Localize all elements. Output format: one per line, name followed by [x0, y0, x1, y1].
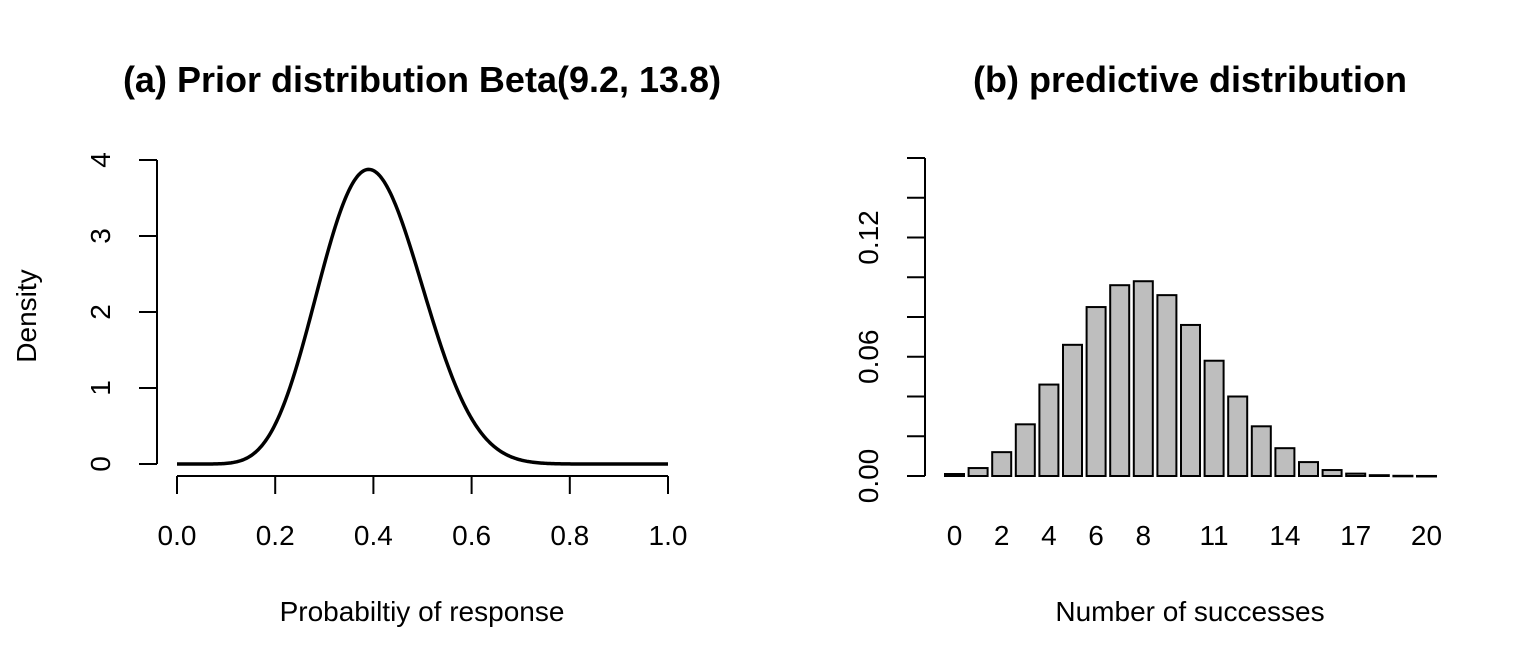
panel-a-xlabel: Probabiltiy of response	[280, 596, 565, 627]
panel-a-title: (a) Prior distribution Beta(9.2, 13.8)	[123, 59, 721, 100]
bar	[967, 467, 989, 477]
bar	[1014, 423, 1036, 478]
panel-a-y-ticks: 0 1 2 3 4	[85, 152, 157, 472]
bar	[1298, 461, 1319, 477]
x-tick-label: 17	[1340, 520, 1371, 551]
y-tick-label: 0.00	[853, 449, 884, 504]
x-tick-label: 0.0	[158, 520, 197, 551]
bar	[991, 451, 1013, 477]
y-tick-label: 3	[85, 228, 116, 244]
y-tick-label: 4	[85, 152, 116, 168]
panel-a-x-ticks: 0.0 0.2 0.4 0.6 0.8 1.0	[158, 476, 688, 551]
x-tick-label: 0.8	[550, 520, 589, 551]
panel-a-ylabel: Density	[11, 269, 42, 362]
bar	[1321, 469, 1343, 478]
bar	[1062, 343, 1083, 477]
y-tick-label: 0	[85, 456, 116, 472]
x-tick-label: 14	[1269, 520, 1300, 551]
panel-b-x-ticks: 0 2 4 6 8 11 14 17 20	[947, 520, 1442, 551]
x-tick-label: 0.2	[256, 520, 295, 551]
bar	[1085, 306, 1107, 477]
density-curve	[177, 167, 668, 466]
x-tick-label: 0	[947, 520, 963, 551]
x-tick-label: 6	[1088, 520, 1104, 551]
bar	[1156, 294, 1178, 478]
panel-b-bars	[944, 280, 1437, 478]
bar	[1345, 472, 1367, 477]
panel-a: (a) Prior distribution Beta(9.2, 13.8) D…	[11, 59, 721, 627]
panel-b-y-ticks: 0.00 0.06 0.12	[853, 157, 925, 504]
x-tick-label: 8	[1136, 520, 1152, 551]
bar	[1203, 359, 1225, 478]
bar	[1250, 425, 1272, 477]
y-tick-label: 0.12	[853, 210, 884, 265]
bar	[1416, 474, 1437, 478]
y-tick-label: 2	[85, 304, 116, 320]
bar	[944, 473, 965, 478]
x-tick-label: 20	[1411, 520, 1442, 551]
bar	[1132, 280, 1154, 478]
panel-b-xlabel: Number of successes	[1055, 596, 1324, 627]
x-tick-label: 0.4	[354, 520, 393, 551]
x-tick-label: 11	[1200, 520, 1229, 551]
bar	[1038, 383, 1060, 478]
y-tick-label: 0.06	[853, 330, 884, 385]
x-tick-label: 4	[1041, 520, 1057, 551]
panel-b-title: (b) predictive distribution	[973, 59, 1407, 100]
bar	[1109, 284, 1131, 478]
x-tick-label: 0.6	[452, 520, 491, 551]
bar	[1368, 474, 1390, 478]
y-tick-label: 1	[85, 380, 116, 396]
x-tick-label: 1.0	[649, 520, 688, 551]
bar	[1227, 395, 1249, 477]
panel-b: (b) predictive distribution Number of su…	[853, 59, 1442, 627]
bar	[1180, 323, 1201, 478]
bar	[1392, 474, 1414, 478]
x-tick-label: 2	[994, 520, 1010, 551]
bar	[1274, 447, 1296, 477]
